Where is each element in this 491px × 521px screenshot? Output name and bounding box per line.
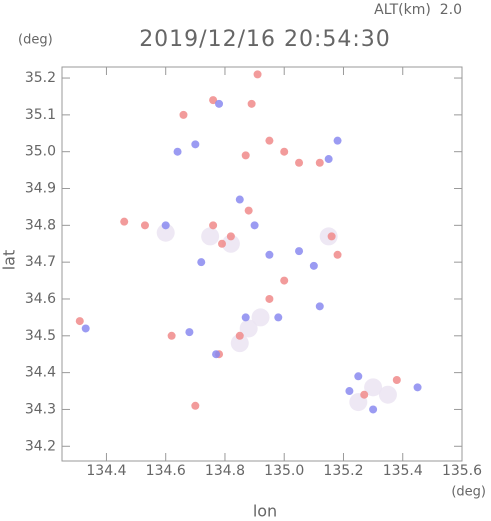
echo-point [191, 140, 200, 149]
y-axis-label: lat [0, 250, 19, 271]
echo-point [251, 308, 270, 327]
echo-point [241, 151, 250, 160]
echo-point [221, 234, 240, 253]
echo-point [140, 221, 149, 230]
y-tick-label: 34.2 [25, 438, 56, 454]
echo-point [212, 350, 221, 359]
echo-point [327, 232, 336, 241]
echo-point [230, 334, 249, 353]
echo-point [201, 227, 220, 246]
echo-point [345, 387, 354, 396]
y-tick-label: 34.3 [25, 401, 56, 417]
echo-point [239, 319, 258, 338]
y-tick-label: 34.7 [25, 254, 56, 270]
echo-point [241, 313, 250, 322]
echo-point [280, 276, 289, 285]
echo-point [265, 250, 274, 259]
echo-point [167, 331, 176, 340]
echo-point [309, 261, 318, 270]
echo-point [265, 136, 274, 145]
echo-point [354, 372, 363, 381]
x-tick-label: 135.2 [323, 463, 363, 479]
echo-point [161, 221, 170, 230]
x-unit: (deg) [451, 485, 486, 500]
echo-point [369, 405, 378, 414]
echo-point [364, 378, 383, 397]
echo-point [235, 195, 244, 204]
echo-point [209, 221, 218, 230]
echo-point [315, 158, 324, 167]
y-tick-label: 34.5 [25, 328, 56, 344]
echo-point [413, 383, 422, 392]
echo-point [215, 99, 224, 108]
y-tick-label: 34.6 [25, 291, 56, 307]
y-unit: (deg) [18, 33, 53, 48]
echo-point [156, 223, 175, 242]
y-tick-label: 34.9 [25, 181, 56, 197]
x-axis-label: lon [253, 502, 277, 521]
echo-point [209, 96, 218, 105]
echo-point [179, 110, 188, 119]
echo-point [218, 239, 226, 248]
echo-point [253, 70, 262, 79]
echo-point [235, 331, 244, 340]
echo-point [360, 390, 369, 399]
x-tick-label: 134.6 [146, 463, 186, 479]
y-tick-label: 35.0 [25, 144, 56, 160]
altitude-label: ALT(km) 2.0 [374, 2, 462, 18]
echo-point [324, 155, 333, 164]
y-tick-label: 35.1 [25, 107, 56, 123]
echo-point [244, 206, 253, 215]
chart-title: 2019/12/16 20:54:30 [139, 27, 391, 52]
y-tick-label: 35.2 [25, 70, 56, 86]
echo-point [185, 328, 194, 337]
y-tick-label: 34.4 [25, 365, 56, 381]
echo-point [295, 158, 304, 167]
echo-point [197, 258, 206, 267]
echo-point [75, 317, 84, 326]
echo-point [274, 313, 283, 322]
echo-point [265, 294, 274, 303]
y-tick-label: 34.8 [25, 217, 56, 233]
echo-point [295, 247, 304, 256]
echo-point [191, 401, 200, 410]
echo-point [247, 99, 256, 108]
echo-point [250, 221, 259, 230]
plot-frame [61, 66, 463, 462]
echo-point [378, 385, 397, 404]
echo-point [226, 232, 235, 241]
echo-point [280, 147, 289, 156]
echo-point [173, 147, 182, 156]
echo-point [333, 136, 342, 145]
x-tick-label: 134.8 [205, 463, 245, 479]
x-tick-label: 135.0 [264, 463, 304, 479]
x-tick-label: 135.4 [383, 463, 423, 479]
echo-point [120, 217, 129, 226]
x-tick-label: 134.4 [86, 463, 126, 479]
echo-point [392, 375, 401, 384]
echo-point [333, 250, 342, 259]
echo-point [315, 302, 324, 311]
x-tick-label: 135.6 [442, 463, 482, 479]
echo-point [81, 324, 90, 333]
